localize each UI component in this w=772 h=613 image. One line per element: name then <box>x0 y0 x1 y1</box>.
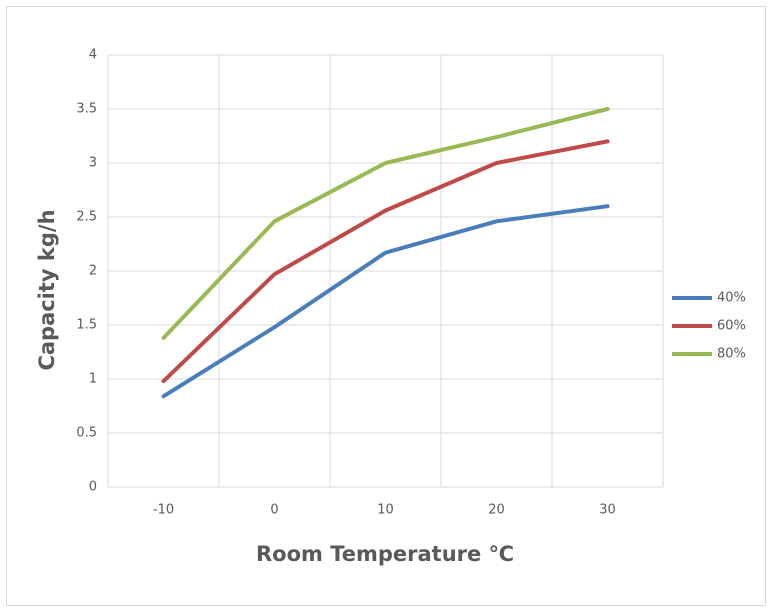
y-tick-label: 0.5 <box>76 426 97 441</box>
y-tick-label: 1 <box>89 372 97 387</box>
series-line <box>161 139 610 384</box>
y-tick-label: 4 <box>89 48 97 63</box>
x-tick-label: -10 <box>153 503 174 518</box>
y-tick-label: 2 <box>89 264 97 279</box>
y-axis-title: Capacity kg/h <box>35 209 59 370</box>
x-tick-label: 30 <box>599 503 616 518</box>
x-axis-title: Room Temperature ℃ <box>256 542 514 566</box>
legend-label: 60% <box>717 319 746 334</box>
x-tick-label: 20 <box>488 503 505 518</box>
chart-frame <box>6 6 766 606</box>
y-tick-label: 1.5 <box>76 318 97 333</box>
x-tick-label: 10 <box>377 503 394 518</box>
y-tick-label: 3 <box>89 156 97 171</box>
x-tick-label: 0 <box>270 503 278 518</box>
legend-label: 40% <box>717 291 746 306</box>
y-tick-label: 2.5 <box>76 210 97 225</box>
series-line <box>161 204 610 399</box>
y-tick-label: 0 <box>89 480 97 495</box>
legend-label: 80% <box>717 347 746 362</box>
series-line <box>161 107 610 340</box>
y-tick-label: 3.5 <box>76 102 97 117</box>
